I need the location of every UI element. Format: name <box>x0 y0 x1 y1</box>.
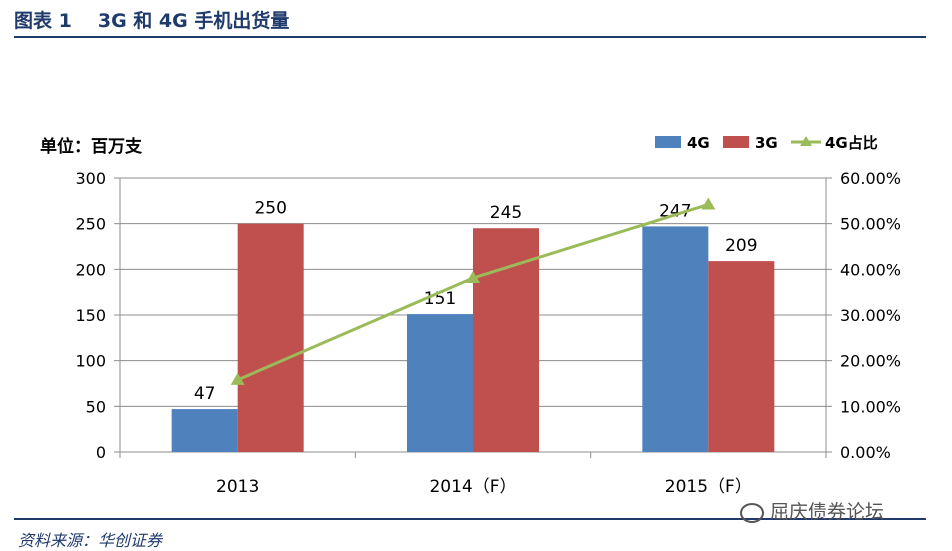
watermark: 屈庆债券论坛 <box>740 497 884 524</box>
data-label: 209 <box>725 236 757 256</box>
bar-3g <box>237 223 304 452</box>
y-left-tick-label: 0 <box>96 443 106 462</box>
legend-label: 4G占比 <box>825 134 878 152</box>
y-right-tick-label: 60.00% <box>840 169 901 188</box>
source-note: 资料来源：华创证券 <box>18 531 163 550</box>
figure-label: 图表 1 <box>14 10 72 32</box>
y-right-tick-label: 40.00% <box>840 260 901 279</box>
share-marker <box>230 372 245 385</box>
y-left-tick-label: 50 <box>86 397 106 416</box>
share-marker <box>701 197 716 210</box>
figure-title-text: 3G 和 4G 手机出货量 <box>97 10 290 32</box>
bar-4g <box>171 409 238 452</box>
x-tick-label: 2015（F） <box>665 477 752 497</box>
legend: 4G 3G 4G占比 <box>655 134 878 152</box>
top-divider <box>14 36 926 38</box>
legend-swatch-4g <box>655 136 681 148</box>
share-marker <box>466 271 480 284</box>
share-line <box>230 197 716 385</box>
data-label: 250 <box>254 199 286 219</box>
figure-title: 图表 1 3G 和 4G 手机出货量 <box>14 6 289 33</box>
x-tick-label: 2013 <box>216 477 259 497</box>
bar-4g <box>407 314 473 452</box>
y-left-tick-label: 300 <box>75 169 106 188</box>
y-right-tick-label: 20.00% <box>840 352 901 371</box>
legend-label: 4G <box>687 134 710 152</box>
axes: 0 50 100 150 200 250 300 0.00% 10.00% 20.00% 30.00… <box>75 169 901 497</box>
data-label: 47 <box>194 384 216 404</box>
unit-label: 单位：百万支 <box>40 136 143 157</box>
y-left-tick-label: 150 <box>75 306 106 325</box>
y-right-tick-label: 50.00% <box>840 215 901 234</box>
legend-label: 3G <box>755 134 778 152</box>
bar-4g <box>642 226 709 452</box>
x-tick-label: 2014（F） <box>429 477 516 497</box>
watermark-text: 屈庆债券论坛 <box>770 501 885 523</box>
y-left-tick-label: 100 <box>75 352 106 371</box>
bar-3g <box>473 228 539 452</box>
legend-marker <box>800 136 812 146</box>
chat-bubble-icon <box>740 502 764 523</box>
bar-line-chart: 单位：百万支 0 50 100 150 200 250 300 0.00% 10.00% 20.0… <box>40 134 901 497</box>
legend-swatch-3g <box>723 136 749 148</box>
bottom-divider <box>14 518 926 520</box>
y-left-tick-label: 200 <box>75 260 106 279</box>
y-right-tick-label: 0.00% <box>840 443 891 462</box>
data-label: 151 <box>424 289 456 309</box>
bar-3g <box>708 261 775 452</box>
y-right-tick-label: 30.00% <box>840 306 901 325</box>
y-left-tick-label: 250 <box>75 215 106 234</box>
data-label: 245 <box>490 203 522 223</box>
y-right-tick-label: 10.00% <box>840 397 901 416</box>
